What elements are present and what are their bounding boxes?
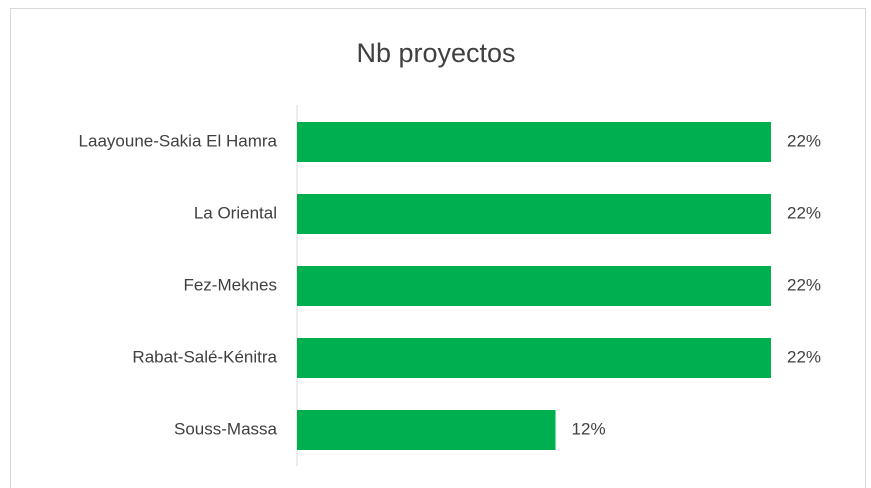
data-label: 22% [787,131,821,150]
bar [297,410,556,450]
bar [297,338,771,378]
bar [297,194,771,234]
bar [297,266,771,306]
chart-border [10,8,866,488]
y-tick-label: Fez-Meknes [183,275,277,294]
y-tick-label: Laayoune-Sakia El Hamra [79,131,278,150]
y-tick-label: La Oriental [194,203,277,222]
chart-title: Nb proyectos [356,38,515,68]
data-label: 22% [787,347,821,366]
data-label: 12% [572,419,606,438]
bar [297,122,771,162]
data-label: 22% [787,203,821,222]
y-tick-label: Souss-Massa [174,419,278,438]
data-label: 22% [787,275,821,294]
y-tick-label: Rabat-Salé-Kénitra [132,347,277,366]
